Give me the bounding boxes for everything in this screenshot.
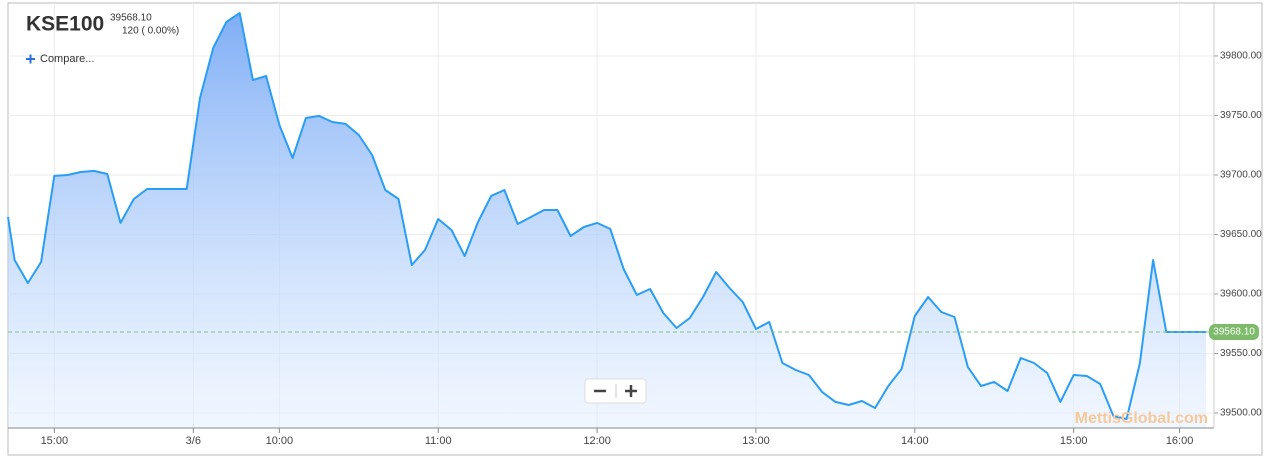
area — [8, 13, 1207, 428]
x-tick-label: 11:00 — [425, 435, 452, 447]
x-tick-label: 12:00 — [583, 435, 611, 447]
x-tick-label: 16:00 — [1166, 435, 1194, 447]
zoom-controls — [584, 378, 647, 404]
y-tick-label: 39750.00 — [1220, 110, 1262, 121]
y-tick-label: 39550.00 — [1220, 348, 1262, 359]
y-tick-label: 39800.00 — [1220, 51, 1262, 62]
watermark: MettisGlobal.com — [1075, 410, 1208, 427]
change: 120 ( 0.00%) — [122, 26, 179, 37]
y-tick-label: 39600.00 — [1220, 289, 1262, 300]
last-price: 39568.10 — [110, 13, 152, 24]
y-tick-label: 39700.00 — [1220, 170, 1262, 181]
zoom-in[interactable] — [625, 385, 637, 397]
x-tick-label: 15:00 — [41, 435, 69, 447]
x-tick-label: 13:00 — [742, 435, 770, 447]
x-tick-label: 3/6 — [186, 435, 201, 447]
chart-title: KSE100 — [26, 13, 104, 36]
line — [7, 12, 1207, 420]
last-price-label: 39568.10 — [1213, 327, 1255, 338]
compare-button[interactable]: Compare... — [26, 53, 94, 65]
compare-label: Compare... — [40, 53, 94, 65]
x-tick-label: 15:00 — [1060, 435, 1088, 447]
last-price-badge — [1209, 323, 1259, 340]
plus-icon — [26, 54, 35, 64]
y-tick-label: 39650.00 — [1220, 229, 1262, 240]
x-tick-label: 14:00 — [901, 435, 929, 447]
x-tick-label: 10:00 — [266, 435, 294, 447]
y-tick-label: 39500.00 — [1220, 408, 1262, 419]
